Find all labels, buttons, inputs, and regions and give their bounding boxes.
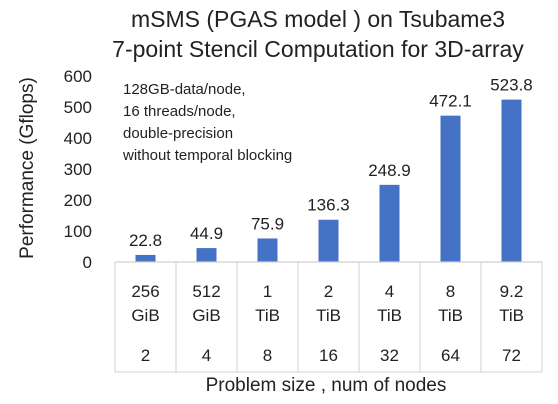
bar [379, 184, 400, 262]
chart-title-line-2: 7-point Stencil Computation for 3D-array [112, 36, 524, 62]
data-label: 136.3 [307, 196, 350, 215]
x-axis-label: Problem size , num of nodes [206, 375, 447, 396]
bar [135, 254, 156, 262]
category-size-value: 256 [131, 282, 159, 301]
chart-title-line-1: mSMS (PGAS model ) on Tsubame3 [131, 6, 505, 32]
annotation-line-1: 128GB-data/node, [123, 81, 246, 98]
y-tick-label: 100 [64, 222, 92, 241]
annotation-line-2: 16 threads/node, [123, 103, 236, 120]
bar [318, 219, 339, 262]
bar [196, 248, 217, 262]
category-nodes: 4 [202, 346, 211, 365]
category-size-unit: TiB [438, 306, 463, 325]
y-tick-label: 0 [83, 253, 92, 272]
annotation-box: 128GB-data/node, 16 threads/node, double… [122, 81, 292, 164]
category-size-unit: TiB [255, 306, 280, 325]
bar [440, 115, 461, 262]
data-label: 75.9 [251, 214, 284, 233]
y-axis-label: Performance (Gflops) [17, 77, 38, 259]
category-nodes: 72 [502, 346, 521, 365]
data-label: 248.9 [368, 161, 411, 180]
y-tick-label: 200 [64, 191, 92, 210]
bars [135, 99, 522, 262]
annotation-line-4: without temporal blocking [122, 147, 292, 164]
category-size-value: 512 [192, 282, 220, 301]
data-label: 44.9 [190, 224, 223, 243]
category-size-value: 8 [446, 282, 455, 301]
category-nodes: 32 [380, 346, 399, 365]
y-axis-ticks: 0 100 200 300 400 500 600 [64, 67, 92, 272]
category-size-value: 2 [324, 282, 333, 301]
category-nodes: 64 [441, 346, 460, 365]
category-size-unit: TiB [377, 306, 402, 325]
data-label: 523.8 [490, 76, 533, 95]
y-tick-label: 400 [64, 129, 92, 148]
data-labels: 22.8 44.9 75.9 136.3 248.9 472.1 523.8 [129, 76, 533, 250]
category-size-unit: TiB [316, 306, 341, 325]
category-table: 256 GiB 2 512 GiB 4 1 TiB 8 2 TiB 16 4 TiB 32 8 TiB 64 9.2… [114, 261, 543, 373]
category-size-value: 9.2 [500, 282, 524, 301]
data-label: 472.1 [429, 92, 472, 111]
category-nodes: 16 [319, 346, 338, 365]
y-tick-label: 600 [64, 67, 92, 86]
category-nodes: 2 [141, 346, 150, 365]
data-label: 22.8 [129, 231, 162, 250]
bar [257, 238, 278, 262]
y-tick-label: 500 [64, 98, 92, 117]
y-tick-label: 300 [64, 160, 92, 179]
category-size-value: 4 [385, 282, 394, 301]
annotation-line-3: double-precision [123, 125, 233, 142]
category-size-value: 1 [263, 282, 272, 301]
category-size-unit: GiB [192, 306, 220, 325]
category-nodes: 8 [263, 346, 272, 365]
category-size-unit: GiB [131, 306, 159, 325]
bar [501, 99, 522, 262]
category-size-unit: TiB [499, 306, 524, 325]
